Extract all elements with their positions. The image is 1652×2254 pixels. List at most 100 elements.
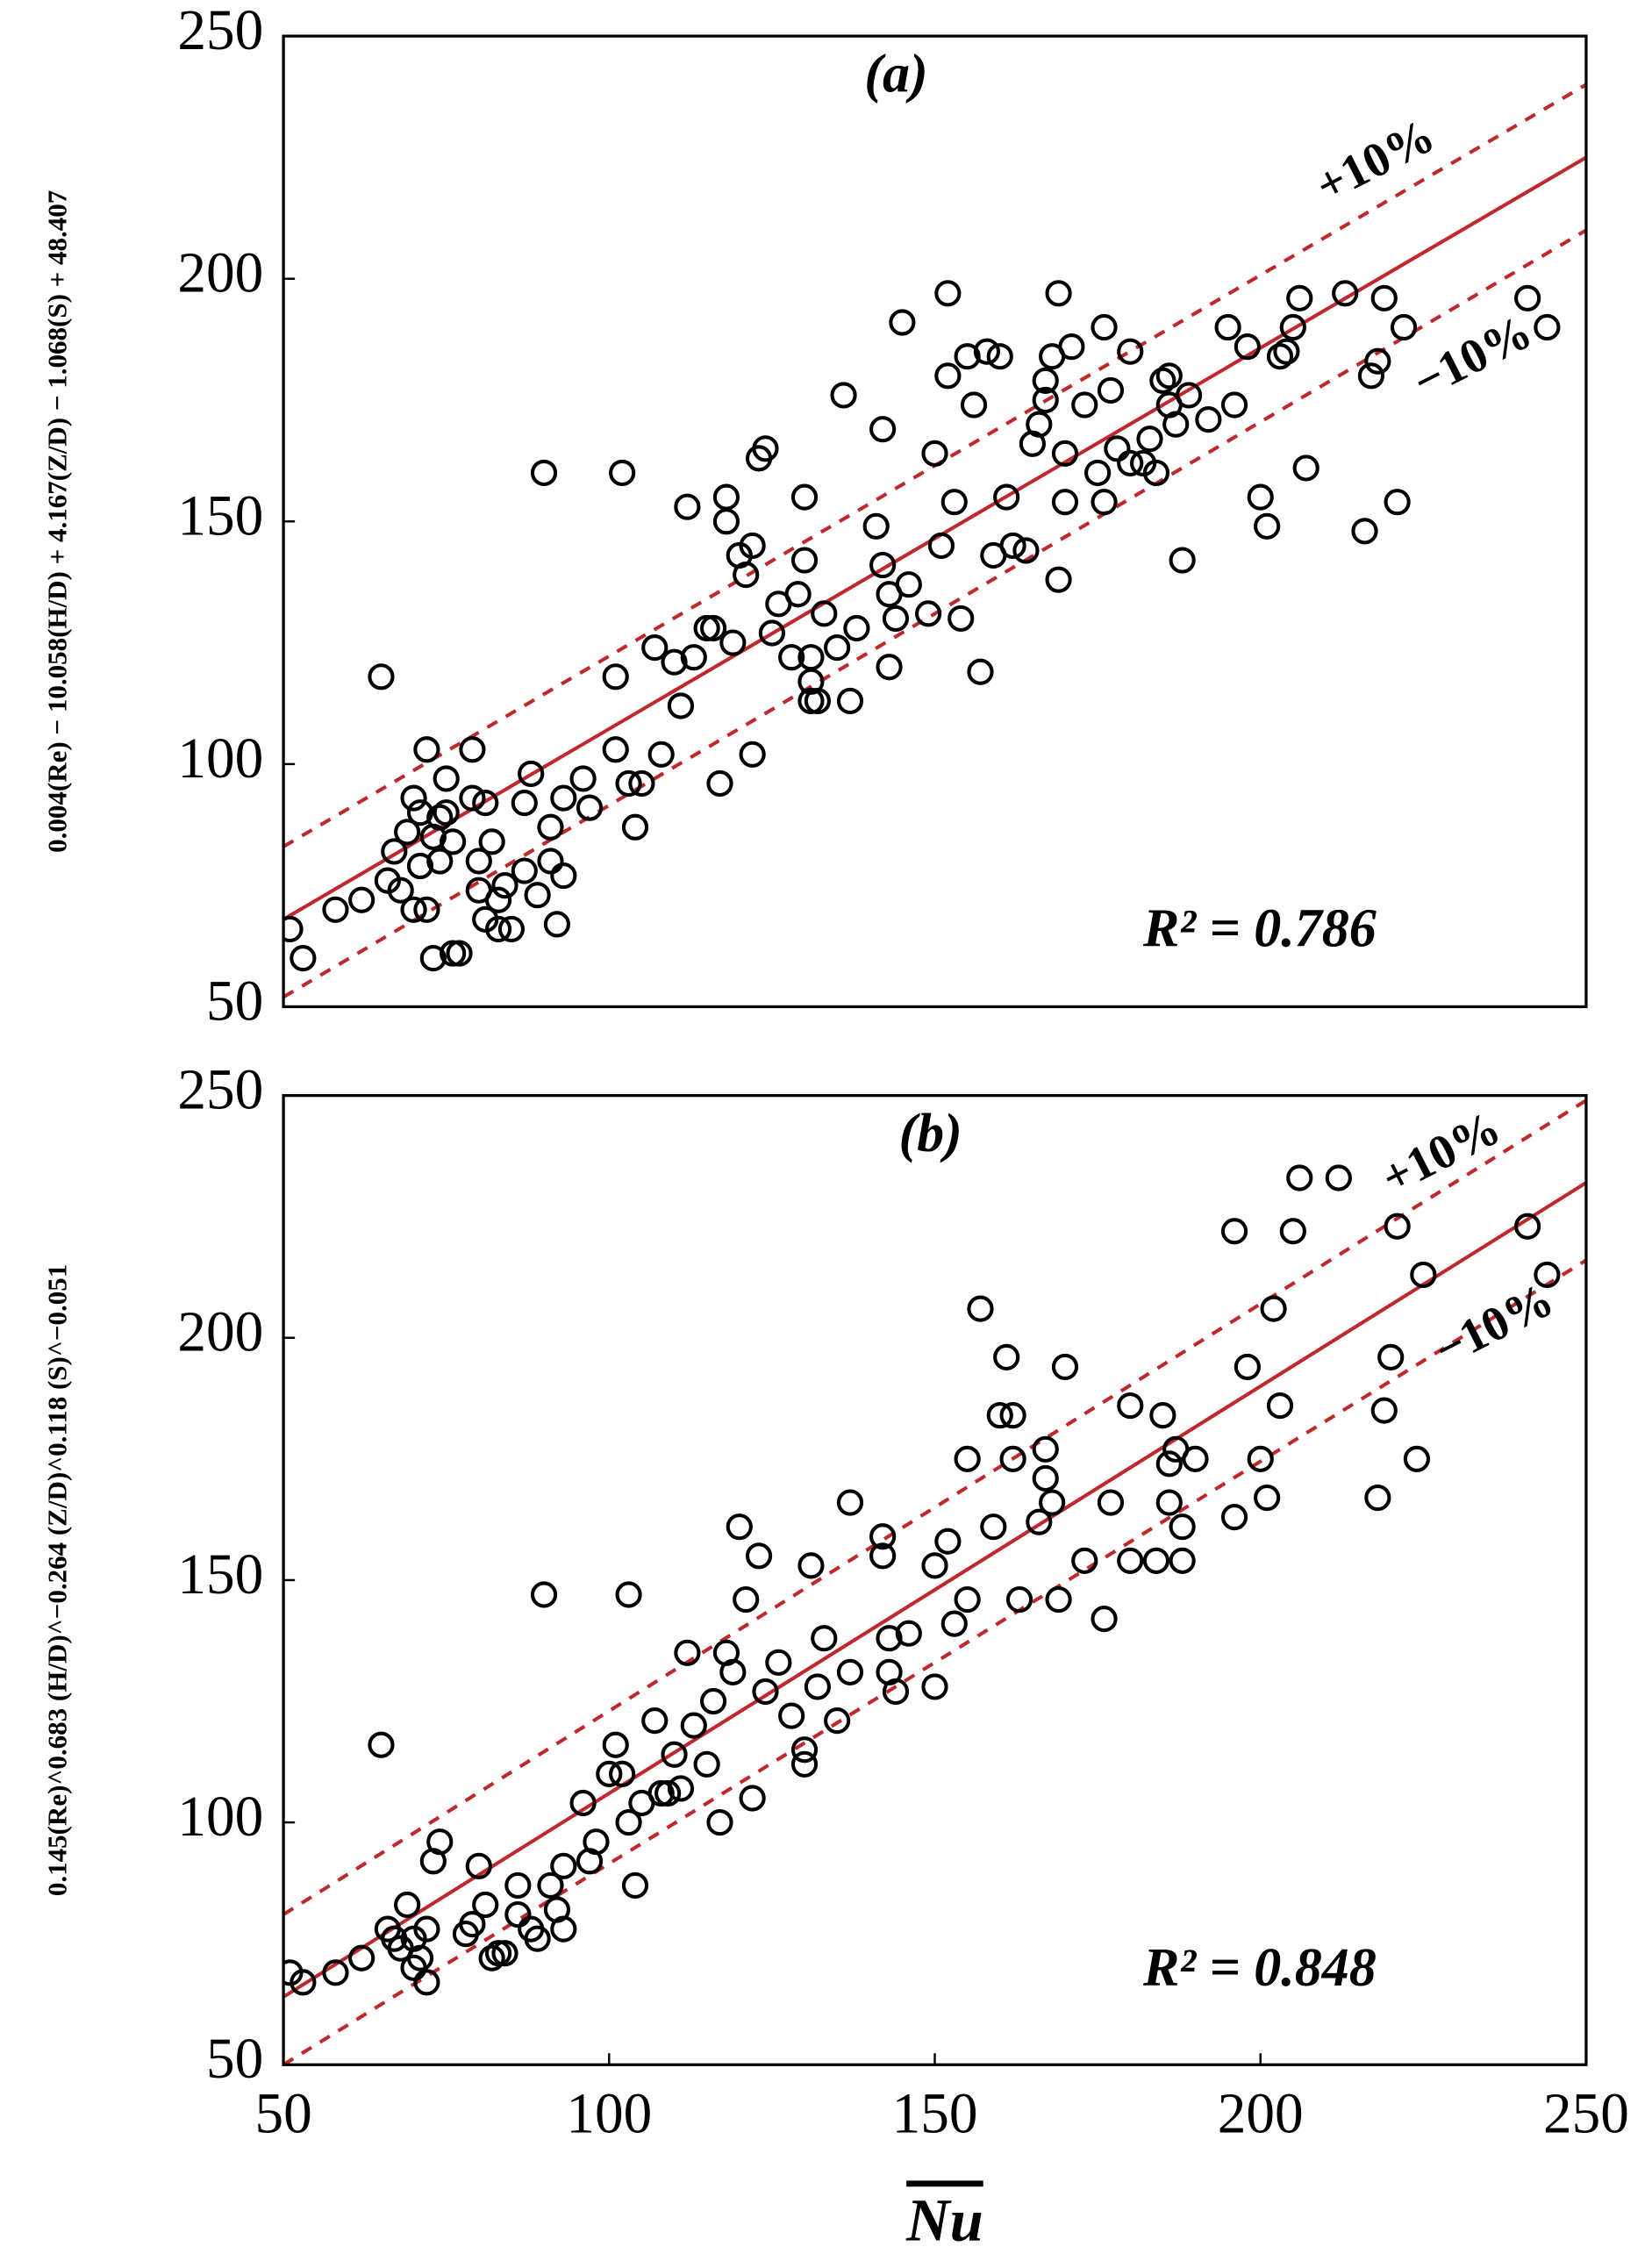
data-point [1169,547,1196,574]
data-point [465,848,492,875]
data-point [1254,512,1281,540]
data-point [986,343,1013,370]
y-axis-label: 0.145(Re)^0.683 (H/D)^−0.264 (Z/D)^0.118… [42,1264,73,1896]
data-point [921,440,948,467]
data-point [406,799,434,826]
data-point [967,658,994,685]
data-point [322,896,349,923]
data-point [1364,1484,1391,1512]
data-point [641,1707,669,1735]
data-point [1390,313,1418,341]
data-point [1051,489,1079,516]
data-point [368,1731,395,1758]
y-tick-label: 250 [177,1059,263,1122]
data-point [504,1900,532,1928]
data-point [459,1911,486,1938]
data-point [400,896,427,923]
data-point [1097,1489,1125,1516]
data-point [426,848,454,875]
data-point [1370,284,1398,311]
data-point [1286,284,1313,311]
data-point [615,1809,642,1836]
data-point [583,1828,610,1856]
data-point [511,790,538,817]
data-point [1214,313,1241,341]
data-point [1332,280,1359,307]
fit-line [283,1181,1586,1999]
data-point [1182,1445,1209,1472]
data-point [537,813,564,841]
data-point [895,571,922,598]
lower-bound-line [283,228,1586,999]
data-point [478,828,505,855]
data-point [394,1891,421,1919]
data-point [1247,483,1274,511]
data-point [954,343,981,370]
data-point [491,872,518,899]
data-point [667,1775,695,1802]
data-point [641,634,669,662]
data-point [1051,440,1079,467]
data-point [999,1445,1026,1472]
data-point [1155,1489,1183,1516]
data-point [1045,566,1072,593]
lower-bound-line [283,1258,1586,2065]
data-point [1370,1397,1398,1424]
data-point [290,945,317,972]
data-point [576,794,604,821]
data-point [927,532,955,560]
data-point [1534,1261,1561,1289]
data-point [537,848,564,875]
data-point [739,1785,766,1812]
lower-bound-label: −10% [1405,304,1541,409]
data-point [876,1625,903,1652]
data-point [569,765,597,792]
data-point [882,1678,910,1706]
data-point [811,600,838,627]
data-point [1234,1353,1261,1381]
data-point [1091,1606,1118,1633]
y-tick-label: 200 [177,242,263,305]
data-point [986,1402,1013,1429]
data-point [790,1736,819,1764]
data-point [1045,280,1072,307]
data-point [1514,284,1541,311]
data-point [621,813,649,841]
data-point [387,877,414,904]
y-tick-label: 50 [206,2028,263,2091]
data-point [699,1687,727,1715]
data-point [1410,1261,1437,1289]
data-point [1254,1484,1281,1512]
data-point [1286,1164,1313,1191]
data-point [647,741,675,768]
data-point [993,1343,1020,1370]
data-point [654,1779,682,1807]
data-point [433,765,460,792]
data-point [413,1915,440,1943]
data-point [661,1741,688,1768]
plot-area [283,1098,1586,2065]
y-tick-label: 100 [177,1785,263,1849]
y-tick-label: 50 [206,970,263,1033]
data-point [934,1528,962,1555]
data-point [836,1489,864,1516]
plot-frame [282,34,1588,1009]
x-axis-label: Nu [905,2186,983,2253]
data-point [1234,333,1261,361]
data-point [1149,1402,1176,1429]
r2-annotation: R² = 0.786 [1142,898,1377,958]
data-point [1351,518,1378,545]
data-point [921,1673,948,1700]
data-point [1026,411,1053,438]
data-point [778,1702,805,1729]
data-point [1514,1213,1541,1240]
data-point [790,483,819,511]
data-point [882,605,910,633]
data-point [524,1925,551,1952]
data-point [1032,1464,1059,1492]
data-point [484,915,512,943]
data-point [1175,382,1203,409]
data-point [836,1658,864,1685]
data-point [1220,1218,1248,1245]
data-point [706,1809,733,1836]
